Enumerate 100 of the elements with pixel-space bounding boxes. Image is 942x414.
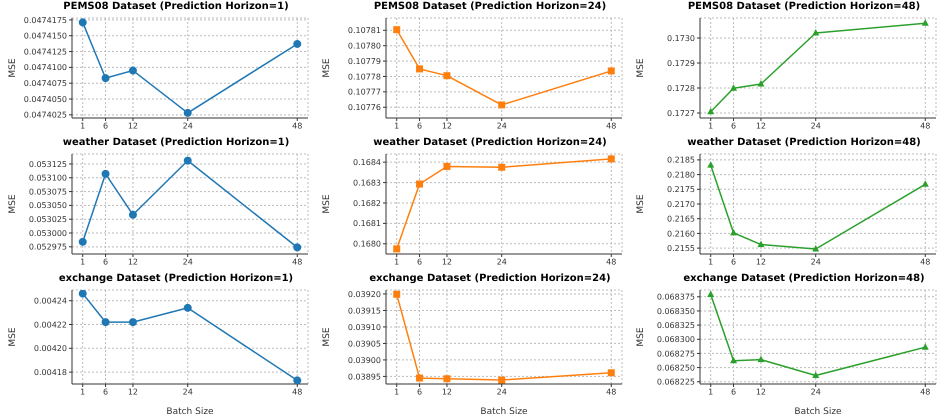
x-tick-label: 48 <box>606 388 616 397</box>
y-tick-label: 0.0474150 <box>24 32 67 41</box>
y-axis-title: MSE <box>636 327 646 347</box>
point <box>812 29 820 36</box>
x-tick-label: 24 <box>182 122 193 131</box>
y-tick-label: 0.10781 <box>348 26 381 36</box>
point <box>812 245 820 252</box>
y-tick-label: 0.068250 <box>656 363 695 372</box>
point <box>757 356 764 362</box>
y-tick-label: 0.1729 <box>667 58 695 68</box>
x-tick-label: 12 <box>128 388 138 397</box>
point <box>608 67 615 74</box>
y-tick-label: 0.2180 <box>667 170 695 180</box>
y-tick-label: 0.053075 <box>28 187 67 196</box>
chart-title: weather Dataset (Prediction Horizon=24) <box>372 137 608 148</box>
point <box>443 72 450 80</box>
x-tick-label: 48 <box>292 258 302 267</box>
x-tick-label: 1 <box>708 258 714 267</box>
point <box>78 18 87 26</box>
y-tick-label: 0.053025 <box>28 215 67 224</box>
point <box>128 66 137 75</box>
y-tick-label: 0.2175 <box>667 185 695 194</box>
point <box>812 372 820 378</box>
x-tick-label: 12 <box>442 122 452 131</box>
y-tick-label: 0.1728 <box>667 84 695 93</box>
point <box>443 162 450 170</box>
x-tick-label: 24 <box>810 258 821 267</box>
x-tick-label: 24 <box>810 122 821 131</box>
x-tick-label: 48 <box>292 388 302 397</box>
x-tick-label: 1 <box>80 122 86 131</box>
y-tick-label: 0.053100 <box>28 174 67 183</box>
point <box>498 376 506 384</box>
y-axis-title: MSE <box>636 58 646 78</box>
point <box>416 374 424 382</box>
y-tick-label: 0.1727 <box>667 108 695 118</box>
x-tick-label: 1 <box>708 388 714 397</box>
y-tick-label: 0.1684 <box>353 158 381 168</box>
x-tick-label: 6 <box>103 388 108 397</box>
x-tick-label: 6 <box>103 122 108 131</box>
point <box>757 80 764 86</box>
y-tick-label: 0.03920 <box>348 290 381 299</box>
chart-title: weather Dataset (Prediction Horizon=1) <box>62 137 290 148</box>
chart-title: exchange Dataset (Prediction Horizon=48) <box>682 273 926 284</box>
point <box>102 74 110 82</box>
y-tick-label: 0.2160 <box>667 229 695 238</box>
x-tick-label: 6 <box>103 258 108 267</box>
y-tick-label: 0.053000 <box>28 228 67 238</box>
y-axis-title: MSE <box>8 58 18 78</box>
y-tick-label: 0.03900 <box>348 356 381 365</box>
x-tick-label: 6 <box>731 258 736 267</box>
y-tick-label: 0.10777 <box>348 88 381 97</box>
point <box>184 156 192 165</box>
x-tick-label: 48 <box>920 258 930 267</box>
chart-title: PEMS08 Dataset (Prediction Horizon=24) <box>372 1 608 12</box>
x-tick-label: 6 <box>731 122 736 131</box>
point <box>922 180 929 187</box>
point <box>128 210 137 219</box>
y-tick-label: 0.1680 <box>353 240 381 249</box>
point <box>293 40 302 48</box>
y-tick-label: 0.0474100 <box>24 63 67 72</box>
x-tick-label: 12 <box>128 122 138 131</box>
point <box>922 19 929 26</box>
x-tick-label: 24 <box>810 388 821 397</box>
point <box>498 101 506 108</box>
x-tick-label: 1 <box>394 388 400 397</box>
x-tick-label: 12 <box>442 388 452 397</box>
y-tick-label: 0.0474050 <box>24 94 67 104</box>
point <box>128 318 137 326</box>
point <box>922 343 929 350</box>
y-tick-label: 0.068275 <box>656 349 695 358</box>
point <box>730 228 738 236</box>
y-tick-label: 0.053050 <box>28 201 67 210</box>
y-tick-label: 0.00424 <box>34 296 67 306</box>
x-tick-label: 12 <box>442 258 452 267</box>
x-tick-label: 12 <box>756 388 766 397</box>
x-tick-label: 1 <box>80 258 86 267</box>
y-tick-label: 0.00418 <box>34 368 67 377</box>
point <box>707 290 714 298</box>
point <box>393 26 400 34</box>
y-tick-label: 0.1730 <box>667 34 695 43</box>
point <box>393 290 400 298</box>
y-axis-title: MSE <box>8 194 18 214</box>
y-axis-title: MSE <box>8 327 18 347</box>
point <box>184 304 192 312</box>
point <box>730 84 738 91</box>
y-tick-label: 0.1681 <box>353 219 381 228</box>
y-tick-label: 0.068325 <box>656 320 695 330</box>
y-tick-label: 0.068300 <box>656 335 695 344</box>
x-tick-label: 48 <box>292 122 302 131</box>
x-tick-label: 48 <box>920 388 930 397</box>
x-tick-label: 24 <box>496 258 507 267</box>
y-tick-label: 0.10780 <box>348 42 381 51</box>
y-tick-label: 0.052975 <box>28 242 67 252</box>
x-tick-label: 24 <box>182 258 193 267</box>
x-tick-label: 6 <box>731 388 736 397</box>
y-tick-label: 0.2185 <box>667 156 695 165</box>
y-tick-label: 0.2155 <box>667 244 695 253</box>
point <box>416 65 424 72</box>
x-tick-label: 24 <box>496 122 507 131</box>
y-tick-label: 0.2165 <box>667 214 695 224</box>
